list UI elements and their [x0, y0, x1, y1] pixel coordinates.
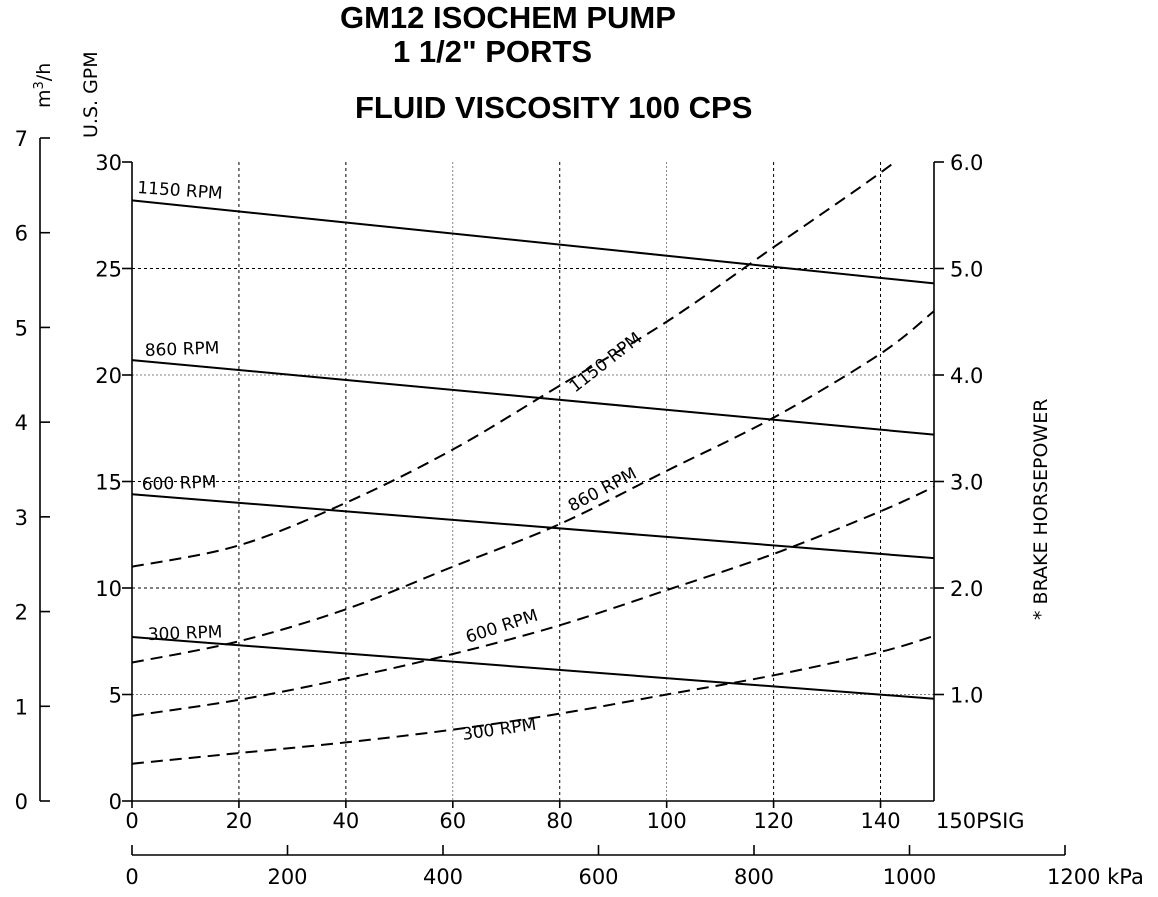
- axes: [39, 137, 1066, 856]
- y-tick-label-horsepower: 3.0: [950, 471, 983, 495]
- chart-title: GM12 ISOCHEM PUMP: [340, 0, 676, 35]
- y-tick-label-gpm: 25: [95, 258, 122, 282]
- x-tick-label-psig: 100: [647, 809, 687, 833]
- y-axis-label-metric-base: m: [33, 89, 55, 108]
- x-tick-label-psig: 60: [439, 809, 466, 833]
- y-tick-label-metric: 6: [15, 222, 28, 246]
- x-tick-label-psig-end: 150PSIG: [936, 809, 1025, 833]
- y-tick-label-horsepower: 4.0: [950, 364, 983, 388]
- y-tick-label-horsepower: 1.0: [950, 684, 983, 708]
- x-tick-label-kpa: 600: [578, 865, 618, 889]
- x-tick-label-kpa: 0: [125, 865, 138, 889]
- y-axis-label-metric-tail: /h: [33, 63, 55, 81]
- y-tick-label-horsepower: 5.0: [950, 258, 983, 282]
- x-tick-label-psig: 80: [546, 809, 573, 833]
- x-tick-label-psig: 140: [860, 809, 900, 833]
- y-tick-label-metric: 3: [15, 506, 28, 530]
- flow-line-label: 1150 RPM: [137, 178, 224, 204]
- chart-subtitle-viscosity: FLUID VISCOSITY 100 CPS: [355, 90, 752, 125]
- x-tick-label-psig: 20: [226, 809, 253, 833]
- grid-lines: [132, 162, 934, 801]
- flow-line-860-rpm: [131, 359, 935, 436]
- y-axis-label-metric-sup: 3: [32, 81, 47, 89]
- y-tick-label-gpm: 5: [109, 684, 122, 708]
- power-curve-label: 300 RPM: [461, 715, 538, 745]
- flow-line-1150-rpm: [131, 199, 935, 285]
- y-tick-label-horsepower: 2.0: [950, 577, 983, 601]
- flow-line-label: 300 RPM: [147, 622, 222, 645]
- power-curve-1150-rpm: [132, 162, 897, 568]
- power-curve-860-rpm: [132, 310, 934, 664]
- y-tick-label-gpm: 30: [95, 151, 122, 175]
- x-tick-label-psig: 120: [754, 809, 794, 833]
- y-tick-label-metric: 7: [15, 127, 28, 151]
- y-tick-label-gpm: 0: [109, 790, 122, 814]
- y-tick-label-metric: 2: [15, 601, 28, 625]
- y-tick-label-gpm: 10: [95, 577, 122, 601]
- power-curve-label: 860 RPM: [565, 464, 640, 517]
- power-curve-300-rpm: [132, 634, 934, 765]
- y-tick-label-metric: 4: [15, 411, 28, 435]
- x-tick-label-kpa: 1200 kPa: [1047, 865, 1144, 889]
- y-tick-label-metric: 1: [15, 695, 28, 719]
- y-tick-label-gpm: 15: [95, 471, 122, 495]
- x-tick-label-kpa: 200: [267, 865, 307, 889]
- power-curve-label: 600 RPM: [463, 606, 540, 648]
- chart-subtitle: 1 1/2" PORTS: [393, 34, 592, 69]
- flow-line-label: 600 RPM: [141, 472, 216, 495]
- flow-line-label: 860 RPM: [144, 338, 219, 361]
- x-tick-label-kpa: 1000: [883, 865, 936, 889]
- y-tick-label-horsepower: 6.0: [950, 151, 983, 175]
- flow-line-300-rpm: [131, 635, 935, 700]
- x-tick-label-psig: 0: [125, 809, 138, 833]
- x-tick-label-psig: 40: [332, 809, 359, 833]
- x-tick-label-kpa: 400: [423, 865, 463, 889]
- y-axis-label-brake-horsepower: * BRAKE HORSEPOWER: [1030, 399, 1052, 620]
- y-axis-label-gpm: U.S. GPM: [80, 51, 102, 138]
- performance-curves: [131, 162, 935, 765]
- y-tick-label-metric: 0: [15, 790, 28, 814]
- tick-labels: 0 5 10 15 20 25 30 0 1 2 3 4 5 6 7 1.0 2.0 3.0 4.0 5.0 6.0 0 2…: [15, 127, 1144, 889]
- power-curve-600-rpm: [132, 485, 934, 717]
- y-tick-label-metric: 5: [15, 316, 28, 340]
- x-tick-label-kpa: 800: [734, 865, 774, 889]
- y-axis-label-metric: m3/h: [32, 63, 56, 108]
- power-curve-label: 1150 RPM: [566, 329, 646, 397]
- curve-labels: 1150 RPM 860 RPM 600 RPM 300 RPM 1150 RPM 860…: [137, 178, 646, 745]
- flow-line-600-rpm: [131, 493, 935, 560]
- y-tick-label-gpm: 20: [95, 364, 122, 388]
